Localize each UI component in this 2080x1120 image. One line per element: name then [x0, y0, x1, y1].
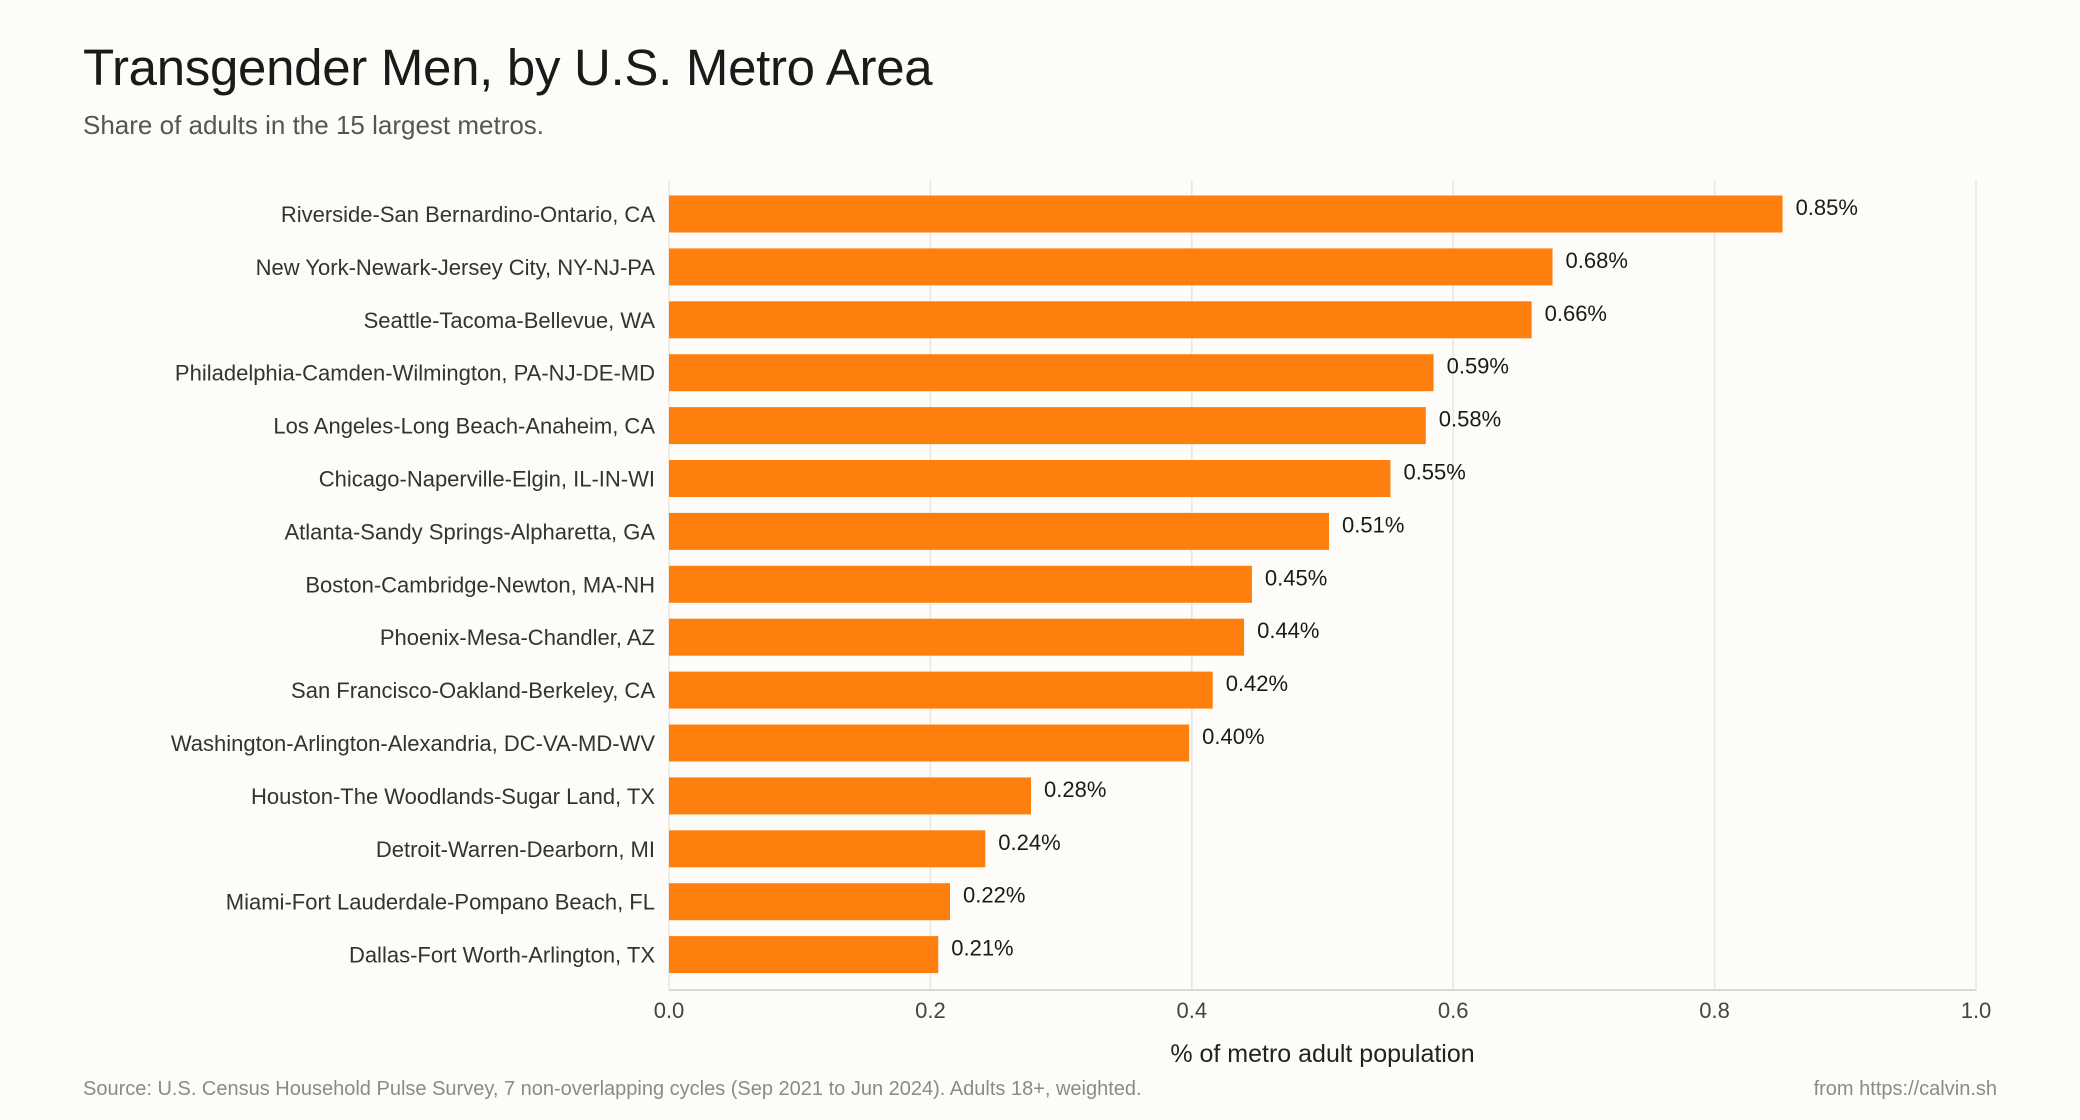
category-label: Riverside-San Bernardino-Ontario, CA [281, 202, 655, 227]
bar [669, 460, 1391, 497]
bar [669, 724, 1190, 762]
bar [669, 407, 1426, 445]
category-label: Phoenix-Mesa-Chandler, AZ [380, 625, 655, 650]
x-tick-label: 1.0 [1961, 998, 1992, 1023]
category-label: Seattle-Tacoma-Bellevue, WA [364, 308, 656, 333]
category-label: Boston-Cambridge-Newton, MA-NH [305, 572, 655, 597]
x-tick-label: 0.8 [1699, 998, 1730, 1023]
value-label: 0.85% [1796, 195, 1858, 220]
category-label: Detroit-Warren-Dearborn, MI [376, 837, 655, 862]
credit-link[interactable]: from https://calvin.sh [1813, 1078, 1997, 1100]
category-label: New York-Newark-Jersey City, NY-NJ-PA [256, 255, 656, 280]
bar [669, 777, 1032, 815]
value-label: 0.28% [1044, 777, 1106, 802]
category-label: Dallas-Fort Worth-Arlington, TX [349, 943, 655, 968]
category-label: Philadelphia-Camden-Wilmington, PA-NJ-DE… [175, 361, 655, 386]
value-label: 0.44% [1257, 618, 1319, 643]
value-label: 0.40% [1202, 724, 1264, 749]
category-label: Houston-The Woodlands-Sugar Land, TX [251, 784, 655, 809]
bar [669, 512, 1330, 550]
x-tick-label: 0.2 [915, 998, 946, 1023]
category-label: Washington-Arlington-Alexandria, DC-VA-M… [171, 731, 655, 756]
value-label: 0.66% [1545, 301, 1607, 326]
bar [669, 830, 986, 868]
bar [669, 248, 1553, 286]
bar [669, 936, 939, 974]
value-label: 0.45% [1265, 565, 1327, 590]
bar [669, 671, 1213, 709]
category-labels: Riverside-San Bernardino-Ontario, CA New … [171, 202, 655, 968]
category-label: Los Angeles-Long Beach-Anaheim, CA [273, 414, 655, 439]
bar [669, 565, 1252, 603]
bar [669, 301, 1532, 339]
bar [669, 195, 1783, 233]
value-label: 0.68% [1566, 248, 1628, 273]
bar [669, 618, 1245, 656]
x-tick-label: 0.0 [654, 998, 685, 1023]
x-tick-label: 0.6 [1438, 998, 1469, 1023]
value-label: 0.24% [998, 830, 1060, 855]
value-label: 0.55% [1403, 460, 1465, 485]
value-label: 0.58% [1439, 407, 1501, 432]
value-labels: 0.85% 0.68% 0.66% 0.59% 0.58% 0.55% 0.51% 0.45%… [951, 195, 1858, 961]
chart-title: Transgender Men, by U.S. Metro Area [83, 39, 933, 96]
source-note: Source: U.S. Census Household Pulse Surv… [83, 1078, 1142, 1100]
category-label: Miami-Fort Lauderdale-Pompano Beach, FL [226, 890, 655, 915]
category-label: Chicago-Naperville-Elgin, IL-IN-WI [319, 467, 655, 492]
x-tick-label: 0.4 [1177, 998, 1208, 1023]
value-label: 0.42% [1226, 671, 1288, 696]
value-label: 0.59% [1447, 354, 1509, 379]
bar [669, 354, 1434, 392]
value-label: 0.21% [951, 936, 1013, 961]
value-label: 0.51% [1342, 512, 1404, 537]
category-label: Atlanta-Sandy Springs-Alpharetta, GA [284, 519, 655, 544]
chart-subtitle: Share of adults in the 15 largest metros… [83, 110, 545, 140]
category-label: San Francisco-Oakland-Berkeley, CA [291, 678, 655, 703]
bars [669, 195, 1783, 974]
x-axis-ticks: 0.0 0.2 0.4 0.6 0.8 1.0 [654, 998, 1992, 1023]
x-axis-title: % of metro adult population [1170, 1040, 1474, 1068]
value-label: 0.22% [963, 883, 1025, 908]
bar [669, 883, 951, 921]
